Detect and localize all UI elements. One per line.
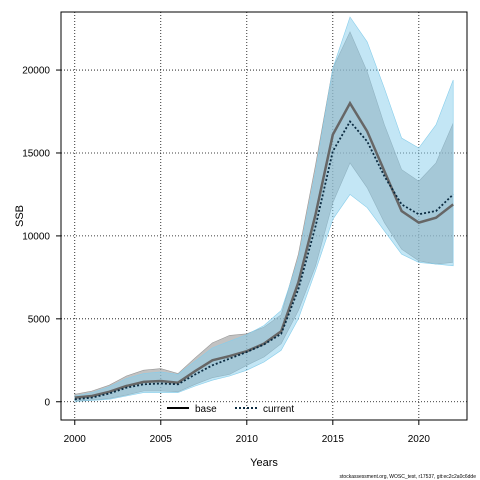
x-axis-title: Years xyxy=(250,457,278,469)
y-tick-label-10000: 10000 xyxy=(22,231,50,242)
x-tick-label-2005: 2005 xyxy=(150,434,173,445)
series-lines xyxy=(74,100,454,401)
current-confidence-band xyxy=(74,16,454,402)
legend-base-label: base xyxy=(195,404,217,415)
x-axis: 2000 2005 2010 2015 2020 xyxy=(64,420,431,445)
plot-frame xyxy=(60,11,468,421)
x-tick-label-2015: 2015 xyxy=(322,434,345,445)
x-tick-label-2020: 2020 xyxy=(408,434,431,445)
confidence-bands xyxy=(74,16,454,402)
credit-text: stockassessment.org, WOSC_test, r17537, … xyxy=(340,474,477,480)
legend-current-label: current xyxy=(263,404,294,415)
y-axis-title: SSB xyxy=(14,205,26,227)
x-tick-label-2010: 2010 xyxy=(236,434,259,445)
y-tick-label-5000: 5000 xyxy=(28,314,51,325)
y-tick-label-15000: 15000 xyxy=(22,148,50,159)
x-tick-label-2000: 2000 xyxy=(64,434,87,445)
y-axis: 0 5000 10000 15000 20000 xyxy=(22,66,61,408)
legend: base current xyxy=(167,404,294,415)
current-series-line xyxy=(74,119,454,401)
y-tick-label-20000: 20000 xyxy=(22,66,50,77)
y-tick-label-0: 0 xyxy=(44,397,50,408)
